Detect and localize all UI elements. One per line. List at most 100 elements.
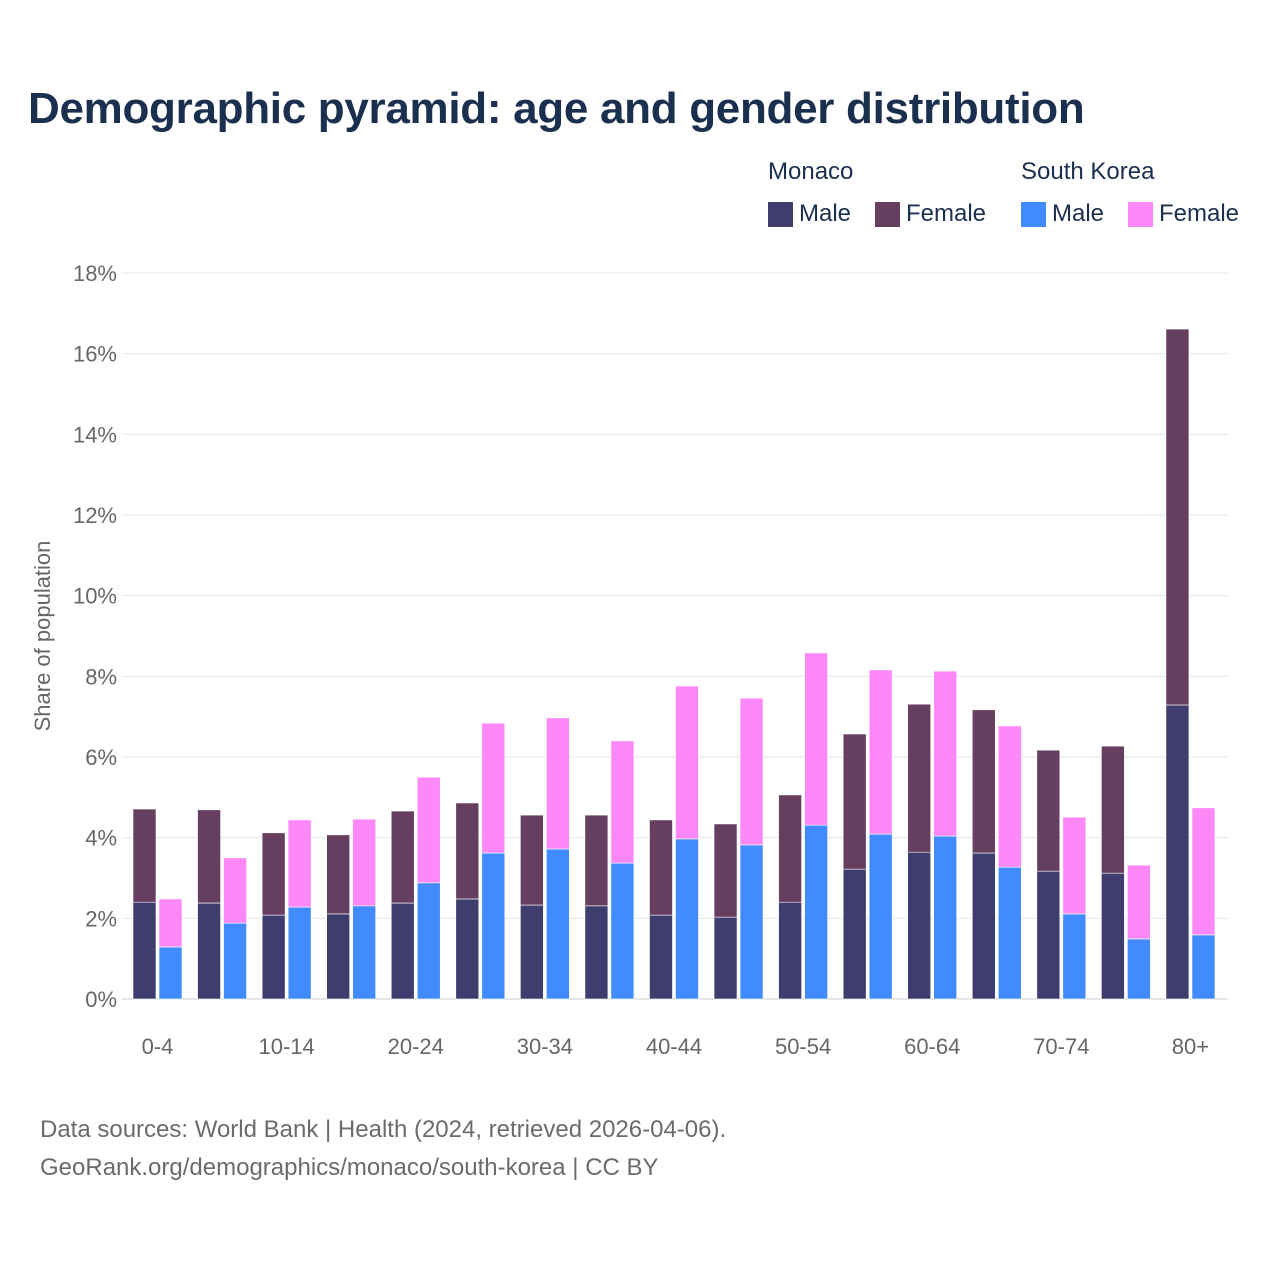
bar-south-korea-male-30-34 [546,848,570,1000]
bar-monaco-female-60-64 [907,703,932,853]
bar-monaco-female-25-29 [455,802,480,900]
bar-monaco-female-65-69 [971,709,996,854]
bar-monaco-male-65-69 [971,852,996,1000]
bar-monaco-female-20-24 [390,810,415,904]
bar-monaco-male-70-74 [1036,870,1061,1000]
legend-monaco-male[interactable]: Male [768,200,851,228]
y-tick-label: 10% [73,584,117,609]
legend-label: Male [1052,200,1105,227]
bar-south-korea-male-70-74 [1062,913,1087,1000]
x-tick-label: 20-24 [388,1034,444,1059]
bar-south-korea-male-60-64 [933,835,958,1000]
bar-monaco-female-10-14 [261,832,286,916]
x-tick-label: 10-14 [258,1034,314,1059]
bar-monaco-female-15-19 [326,834,350,915]
bar-south-korea-male-20-24 [416,882,441,1000]
legend-monaco-female[interactable]: Female [875,200,986,228]
y-tick-label: 2% [85,906,117,931]
bar-south-korea-female-10-14 [287,819,312,908]
legend-label: Female [1159,200,1240,227]
bar-south-korea-female-40-44 [675,685,699,840]
bar-south-korea-male-40-44 [675,838,699,1000]
bar-south-korea-female-25-29 [481,722,506,854]
bar-south-korea-female-20-24 [416,776,441,884]
bar-monaco-male-55-59 [842,868,867,1000]
footer-url: GeoRank.org/demographics/monaco/south-ko… [40,1154,659,1181]
bar-monaco-female-5-9 [197,809,221,904]
bar-south-korea-male-55-59 [868,833,893,1000]
bar-south-korea-female-70-74 [1062,816,1087,915]
y-tick-label: 16% [73,342,117,367]
x-tick-label: 70-74 [1033,1034,1089,1059]
legend-label: Female [906,200,987,227]
bar-south-korea-male-80+ [1191,934,1216,1000]
bar-monaco-female-45-49 [713,823,738,918]
bar-south-korea-female-0-4 [158,898,183,948]
bar-monaco-female-55-59 [842,733,867,870]
bar-south-korea-female-30-34 [546,717,570,850]
y-tick-label: 6% [85,745,117,770]
bar-monaco-male-75-79 [1101,872,1125,1000]
y-tick-label: 8% [85,664,117,689]
bar-monaco-male-35-39 [584,905,609,1000]
x-tick-label: 60-64 [904,1034,960,1059]
bar-south-korea-male-65-69 [997,866,1022,1000]
bar-monaco-male-40-44 [649,914,673,1000]
bar-south-korea-male-35-39 [610,862,635,1000]
bar-south-korea-male-10-14 [287,906,312,1000]
bar-monaco-female-50-54 [778,794,802,903]
x-tick-label: 0-4 [142,1034,174,1059]
bar-monaco-female-30-34 [520,814,544,906]
bar-south-korea-male-50-54 [804,824,828,1000]
x-tick-label: 30-34 [517,1034,573,1059]
bar-monaco-female-80+ [1165,328,1190,706]
bar-monaco-male-10-14 [261,914,286,1000]
bar-south-korea-female-5-9 [223,857,247,924]
bar-monaco-male-80+ [1165,704,1190,1000]
bar-monaco-male-60-64 [907,851,932,1000]
bar-south-korea-female-15-19 [352,818,376,907]
bar-south-korea-female-45-49 [739,697,764,846]
bar-monaco-male-50-54 [778,901,802,1000]
y-tick-label: 0% [85,987,117,1012]
y-tick-label: 18% [73,261,117,286]
bar-south-korea-female-35-39 [610,740,635,864]
bar-monaco-male-45-49 [713,916,738,1000]
bar-monaco-female-70-74 [1036,749,1061,872]
bar-monaco-male-30-34 [520,904,544,1000]
bar-monaco-male-5-9 [197,902,221,1000]
bar-south-korea-female-55-59 [868,669,893,835]
legend-korea-female[interactable]: Female [1128,200,1239,228]
legend-swatch [875,201,900,227]
bar-south-korea-female-65-69 [997,725,1022,868]
bar-south-korea-male-75-79 [1127,938,1151,1000]
bar-monaco-male-15-19 [326,913,350,1000]
legend-group-monaco: Monaco [768,158,854,185]
bar-south-korea-female-60-64 [933,670,958,837]
y-tick-label: 14% [73,422,117,447]
bar-south-korea-male-5-9 [223,922,247,1000]
y-tick-label: 12% [73,503,117,528]
bar-monaco-female-75-79 [1101,745,1125,874]
bar-monaco-female-35-39 [584,814,609,907]
legend-label: Male [799,200,852,227]
x-tick-label: 50-54 [775,1034,831,1059]
bar-south-korea-female-75-79 [1127,864,1151,940]
y-tick-label: 4% [85,826,117,851]
bar-south-korea-male-25-29 [481,852,506,1000]
legend-korea-male[interactable]: Male [1021,200,1104,228]
bar-monaco-male-0-4 [132,901,157,1000]
bar-south-korea-male-0-4 [158,946,183,1000]
bar-monaco-female-0-4 [132,808,157,903]
bar-south-korea-male-15-19 [352,905,376,1000]
chart-title: Demographic pyramid: age and gender dist… [28,84,1085,133]
bar-monaco-female-40-44 [649,819,673,916]
bar-south-korea-female-80+ [1191,807,1216,936]
legend-swatch [1128,201,1153,227]
legend-swatch [1021,201,1046,227]
legend-swatch [768,201,793,227]
bar-monaco-male-25-29 [455,898,480,1000]
y-axis-label: Share of population [30,541,55,732]
bar-south-korea-male-45-49 [739,844,764,1000]
